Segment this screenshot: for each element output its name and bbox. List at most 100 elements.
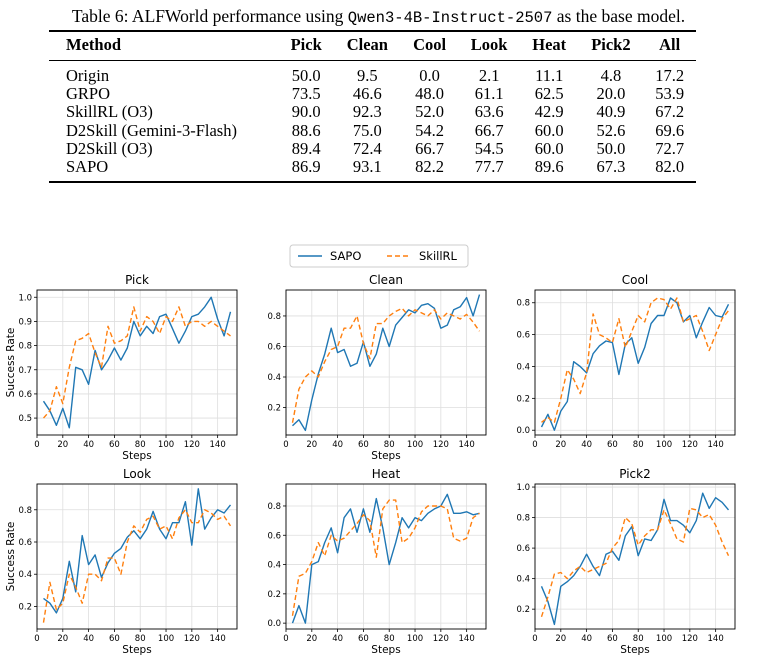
table-cell: 61.1 [474, 84, 504, 104]
table-cell: 52.6 [596, 120, 626, 140]
x-tick-label: 120 [184, 440, 200, 450]
axes-frame [534, 483, 736, 630]
series-line-skillrl [291, 499, 480, 616]
table-cell: GRPO [66, 84, 111, 104]
table-cell: 66.7 [415, 138, 444, 158]
table-cell: 89.6 [534, 157, 564, 177]
table-cell: 69.6 [655, 120, 685, 140]
y-tick-label: 0.6 [516, 544, 530, 554]
success-rate-figure: SAPO SkillRL 0 20 40 60 80 100 120 140 0.5 0.6 0.7 0.… [5, 244, 736, 656]
x-tick-label: 40 [581, 440, 592, 450]
table-cell: 82.2 [415, 157, 444, 177]
y-tick-label: 0.2 [267, 404, 281, 414]
y-axis-label: Success Rate [5, 328, 17, 398]
y-tick-label: 0.4 [516, 575, 530, 585]
chart-panel-cool: 0 20 40 60 80 100 120 140 0.0 0.2 0.4 0.6 0.8 Cool [516, 273, 736, 450]
x-tick-label: 120 [433, 634, 449, 644]
y-tick-label: 0.7 [18, 366, 32, 376]
table-cell: 4.8 [600, 66, 622, 85]
table-row: D2Skill (O3) 89.4 72.4 66.7 54.5 60.0 50.0 72.7 [49, 138, 696, 158]
table-cell: 62.5 [534, 84, 564, 104]
y-tick-label: 0.2 [267, 590, 281, 600]
series-line-skillrl [42, 306, 231, 419]
x-tick-label: 0 [34, 440, 39, 450]
header-cell: Method [66, 35, 121, 54]
x-tick-label: 120 [682, 440, 698, 450]
table-cell: 48.0 [415, 84, 444, 104]
x-tick-label: 40 [332, 634, 343, 644]
series-line-sapo [540, 297, 730, 431]
table-row: GRPO 73.5 46.6 48.0 61.1 62.5 20.0 53.9 [49, 85, 696, 103]
header-cell: Look [470, 35, 508, 54]
x-tick-label: 140 [708, 634, 724, 644]
x-tick-label: 40 [83, 634, 94, 644]
table-row: SAPO 86.9 93.1 82.2 77.7 89.6 67.3 82.0 [49, 157, 696, 183]
table-cell: 63.6 [474, 102, 504, 122]
table-cell: D2Skill (O3) [66, 138, 153, 158]
axes-frame [285, 289, 487, 436]
table-cell: 46.6 [352, 84, 382, 104]
table-cell: 72.7 [655, 138, 685, 158]
table-cell: 72.4 [352, 138, 382, 158]
x-tick-label: 0 [532, 440, 537, 450]
table-cell: 20.0 [596, 84, 626, 104]
x-tick-label: 100 [407, 440, 423, 450]
header-cell: Pick [290, 35, 322, 54]
table-cell: 60.0 [534, 120, 564, 140]
table-row: D2Skill (Gemini-3-Flash) 88.6 75.0 54.2 66.7… [49, 120, 696, 140]
x-axis-label: Steps [371, 450, 400, 462]
y-tick-label: 0.8 [18, 342, 32, 352]
x-tick-label: 140 [459, 440, 475, 450]
table-cell: SAPO [66, 157, 109, 177]
axes-frame [36, 483, 238, 630]
y-tick-label: 0.0 [516, 426, 530, 436]
x-tick-label: 80 [135, 634, 146, 644]
table-header-row: Method Pick Clean Cool Look Heat Pick2 A… [49, 31, 696, 61]
x-tick-label: 40 [581, 634, 592, 644]
x-tick-label: 60 [109, 634, 120, 644]
chart-panel-clean: 0 20 40 60 80 100 120 140 0.2 0.4 0.6 0.8 Clean Steps [267, 273, 487, 462]
table-caption: Table 6: ALFWorld performance using Qwen… [0, 6, 757, 27]
x-axis-label: Steps [371, 644, 400, 656]
x-tick-label: 100 [158, 440, 174, 450]
y-tick-label: 0.5 [18, 414, 32, 424]
table-cell: 73.5 [291, 84, 321, 104]
y-tick-label: 1.0 [516, 483, 530, 493]
x-tick-label: 20 [57, 634, 68, 644]
x-tick-label: 60 [607, 634, 618, 644]
x-axis-label: Steps [122, 644, 151, 656]
axes-frame [285, 483, 487, 630]
table-row: SkillRL (O3) 90.0 92.3 52.0 63.6 42.9 40.9 67.2 [49, 103, 696, 121]
y-tick-label: 0.6 [18, 390, 32, 400]
y-tick-label: 0.2 [18, 602, 32, 612]
series-line-sapo [43, 488, 232, 614]
caption-suffix: as the base model. [552, 6, 686, 26]
table-row: Origin 50.0 9.5 0.0 2.1 11.1 4.8 17.2 [49, 61, 696, 86]
x-tick-label: 0 [34, 634, 39, 644]
header-cell: Cool [413, 35, 447, 54]
table-cell: 90.0 [291, 102, 321, 122]
x-tick-label: 140 [210, 440, 226, 450]
legend-frame [289, 244, 469, 268]
y-tick-label: 0.6 [516, 331, 530, 341]
table-cell: 54.2 [415, 120, 444, 140]
y-tick-label: 0.4 [267, 561, 281, 571]
y-tick-label: 0.8 [267, 312, 281, 322]
axes-frame [36, 289, 238, 436]
y-tick-label: 0.4 [516, 362, 530, 372]
table-cell: 54.5 [474, 138, 504, 158]
x-axis-label: Steps [122, 450, 151, 462]
y-tick-label: 0.8 [18, 506, 32, 516]
y-tick-label: 0.8 [267, 502, 281, 512]
x-tick-label: 120 [433, 440, 449, 450]
y-tick-label: 0.4 [18, 570, 32, 580]
table-cell: 77.7 [474, 157, 504, 177]
chart-panel-pick: 0 20 40 60 80 100 120 140 0.5 0.6 0.7 0.8 0.9 1.0 Pick… [5, 273, 238, 462]
x-tick-label: 20 [306, 440, 317, 450]
chart-title: Clean [369, 273, 403, 287]
header-cell: Clean [346, 35, 388, 54]
table-cell: 40.9 [596, 102, 626, 122]
table-cell: 92.3 [352, 102, 382, 122]
x-tick-label: 0 [283, 440, 288, 450]
x-tick-label: 0 [532, 634, 537, 644]
